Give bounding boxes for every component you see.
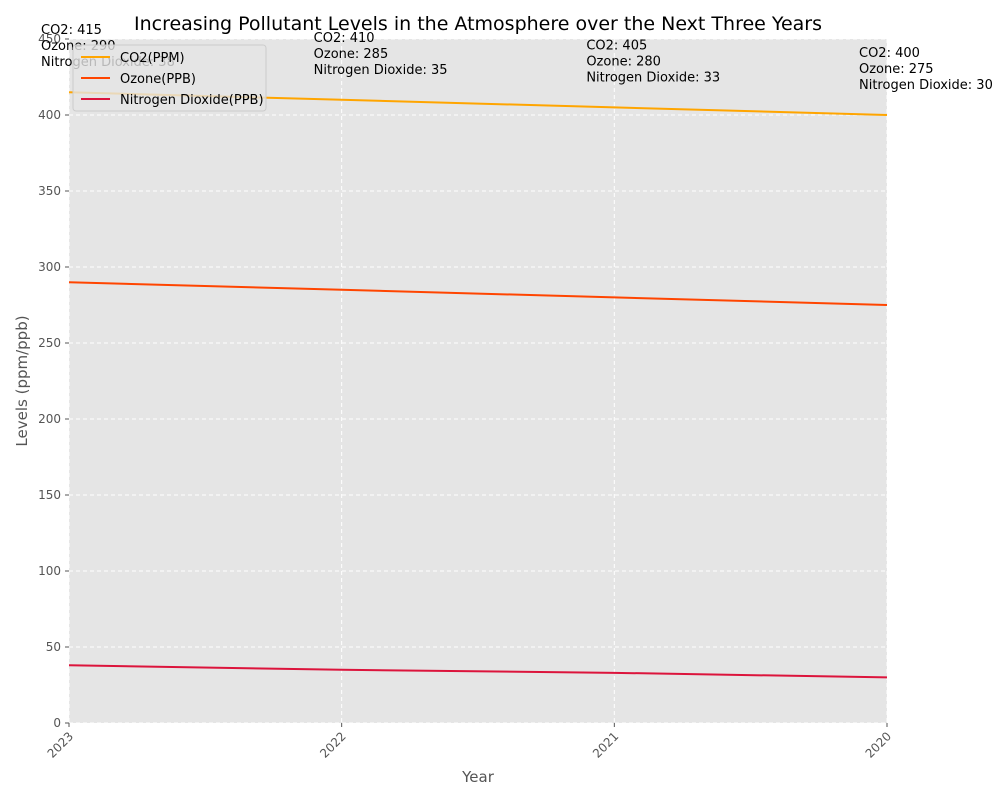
plot-area xyxy=(69,39,887,723)
y-tick-label: 350 xyxy=(38,184,61,198)
y-tick-label: 450 xyxy=(38,32,61,46)
data-annotation: Ozone: 285 xyxy=(314,47,389,62)
y-tick-label: 50 xyxy=(46,640,61,654)
data-annotation: CO2: 405 xyxy=(586,38,647,53)
chart-title: Increasing Pollutant Levels in the Atmos… xyxy=(134,13,822,35)
x-tick-label: 2020 xyxy=(863,729,894,760)
x-axis-ticks: 2023 2022 2021 2020 xyxy=(45,723,894,761)
series-line xyxy=(68,664,888,679)
x-axis-label: Year xyxy=(461,768,495,786)
x-tick-label: 2023 xyxy=(45,729,76,760)
data-annotation: CO2: 400 xyxy=(859,46,920,61)
y-tick-label: 400 xyxy=(38,108,61,122)
grid xyxy=(68,38,888,724)
data-annotation: Ozone: 275 xyxy=(859,62,934,77)
x-tick-label: 2022 xyxy=(317,729,348,760)
y-tick-label: 300 xyxy=(38,260,61,274)
data-annotation: Nitrogen Dioxide: 30 xyxy=(859,78,993,93)
legend-label: CO2(PPM) xyxy=(120,51,185,66)
legend-label: Nitrogen Dioxide(PPB) xyxy=(120,93,264,108)
data-annotation: CO2: 415 xyxy=(41,23,102,38)
y-tick-label: 100 xyxy=(38,564,61,578)
y-axis-ticks: 0 50 100 150 200 250 300 350 400 450 xyxy=(38,32,69,730)
legend-label: Ozone(PPB) xyxy=(120,72,196,87)
y-tick-label: 150 xyxy=(38,488,61,502)
legend: CO2(PPM) Ozone(PPB) Nitrogen Dioxide(PPB) xyxy=(72,44,267,112)
legend-box xyxy=(72,44,267,112)
data-annotation: Nitrogen Dioxide: 35 xyxy=(314,63,448,78)
x-tick-label: 2021 xyxy=(590,729,621,760)
y-tick-label: 250 xyxy=(38,336,61,350)
data-annotation: Nitrogen Dioxide: 33 xyxy=(586,70,720,85)
data-annotation: CO2: 410 xyxy=(314,31,375,46)
series-line xyxy=(68,281,888,306)
y-tick-label: 0 xyxy=(53,716,61,730)
data-annotation: Ozone: 280 xyxy=(586,54,661,69)
y-tick-label: 200 xyxy=(38,412,61,426)
y-axis-label: Levels (ppm/ppb) xyxy=(13,315,31,446)
